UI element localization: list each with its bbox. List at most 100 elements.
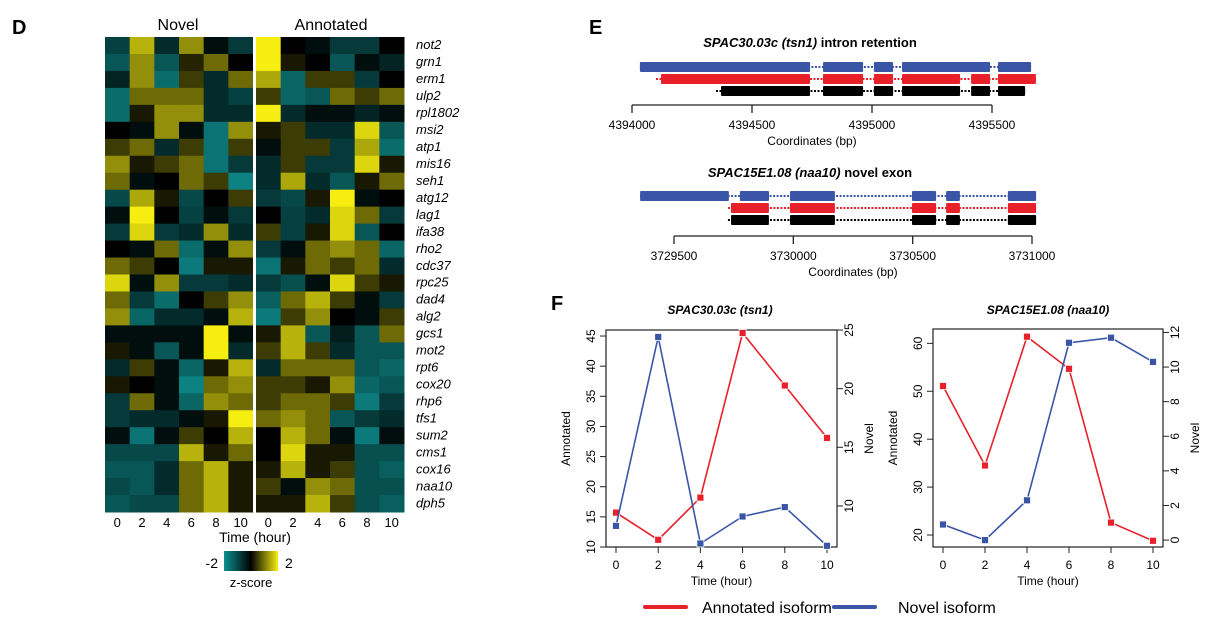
exon-block	[1007, 215, 1037, 225]
heatmap-gene-label: mis16	[416, 156, 451, 171]
heatmap-cell	[354, 478, 380, 496]
heatmap-cell	[203, 342, 229, 360]
heatmap-cell	[330, 274, 356, 292]
heatmap-gene-label: cox16	[416, 461, 451, 476]
heatmap-cell	[354, 223, 380, 242]
heatmap-cell	[179, 87, 205, 106]
heatmap-cell	[354, 206, 380, 225]
heatmap-gene-label: cdc37	[416, 258, 451, 273]
heatmap-cell	[305, 104, 331, 123]
heatmap-cell	[154, 325, 180, 343]
heatmap-cell	[228, 308, 254, 326]
heatmap-cell	[228, 291, 254, 309]
heatmap-gene-labels: not2 grn1 erm1 ulp2 rpl1802 msi2 atp1 mis16 seh1…	[416, 37, 460, 510]
heatmap-cell	[228, 223, 254, 242]
heatmap-cell	[379, 461, 405, 479]
x-tick-label: 6	[1066, 558, 1073, 572]
heatmap-cell	[154, 121, 180, 140]
x-tick-label: 0	[613, 558, 620, 572]
heatmap-cell	[379, 206, 405, 225]
y-left-axis-label: Annotated	[559, 411, 573, 466]
heatmap-cell	[379, 274, 405, 292]
heatmap-cell	[154, 206, 180, 225]
x-tick-label: 8	[781, 558, 788, 572]
heatmap-cell	[105, 427, 131, 445]
heatmap-group-label-annotated: Annotated	[295, 17, 368, 34]
gene-track-tsn1: SPAC30.03c (tsn1) intron retention 43940…	[609, 35, 1036, 148]
heatmap-cell	[105, 138, 131, 157]
line-chart-tsn1: SPAC30.03c (tsn1) 0 2 4 6 8 10 Time (hour) 10 15…	[559, 303, 876, 588]
heatmap-gene-label: sum2	[416, 427, 449, 442]
exon-block	[731, 203, 769, 213]
heatmap-cell	[203, 376, 229, 394]
heatmap-cell	[228, 121, 254, 140]
heatmap-cell	[354, 444, 380, 462]
heatmap-cell	[305, 87, 331, 106]
heatmap-cell	[280, 223, 306, 242]
heatmap-cell	[280, 495, 306, 513]
data-point-annotated-isoform	[1107, 518, 1115, 527]
heatmap-cell	[129, 478, 155, 496]
exon-block	[1007, 203, 1037, 213]
heatmap-cell	[305, 291, 331, 309]
heatmap-cell	[330, 325, 356, 343]
heatmap-cell	[280, 325, 306, 343]
y-left-tick-label: 45	[584, 329, 598, 343]
y-right-axis-label: Novel	[1188, 423, 1202, 454]
heatmap-cell	[305, 121, 331, 140]
heatmap-cell	[280, 444, 306, 462]
heatmap-cell	[129, 206, 155, 225]
track-tick-label: 4394500	[729, 118, 776, 132]
exon-block	[912, 203, 937, 213]
heatmap-cell	[280, 206, 306, 225]
heatmap-group-label-novel: Novel	[158, 17, 199, 34]
heatmap-cell	[256, 410, 282, 428]
heatmap-cell	[228, 240, 254, 259]
exon-block	[739, 191, 769, 201]
heatmap-cell	[154, 393, 180, 411]
heatmap-cell	[305, 189, 331, 208]
heatmap-cell	[379, 495, 405, 513]
heatmap-cell	[379, 393, 405, 411]
heatmap-cell	[154, 342, 180, 360]
exon-block	[823, 62, 864, 72]
track2-title: SPAC15E1.08 (naa10) novel exon	[708, 165, 912, 180]
heatmap-cell	[256, 121, 282, 140]
heatmap-cell	[203, 495, 229, 513]
heatmap-cell	[305, 325, 331, 343]
heatmap-cell	[305, 461, 331, 479]
heatmap-cell	[228, 427, 254, 445]
heatmap-cell	[129, 291, 155, 309]
heatmap-cell	[203, 291, 229, 309]
heatmap-cell	[129, 121, 155, 140]
y-right-tick-label: 25	[842, 323, 856, 337]
heatmap-cell	[330, 257, 356, 275]
heatmap-cell	[129, 87, 155, 106]
y-right-axis-label: Novel	[862, 423, 876, 454]
data-point-annotated-isoform	[654, 535, 663, 544]
heatmap-cell	[280, 37, 306, 55]
heatmap-cell	[105, 393, 131, 411]
heatmap-cell	[203, 478, 229, 496]
heatmap-cell	[305, 70, 331, 89]
heatmap-cell	[354, 427, 380, 445]
data-point-annotated-isoform	[1023, 332, 1031, 341]
gene-track-naa10: SPAC15E1.08 (naa10) novel exon 3729500 37…	[640, 165, 1056, 279]
heatmap-cell	[228, 138, 254, 157]
heatmap-cell	[154, 359, 180, 377]
data-point-annotated-isoform	[823, 433, 831, 442]
heatmap-cell	[256, 495, 282, 513]
heatmap-cell	[105, 189, 131, 208]
heatmap-cell	[129, 223, 155, 242]
heatmap-cell	[330, 342, 356, 360]
heatmap-x-tick: 2	[289, 515, 296, 530]
heatmap-cell	[305, 410, 331, 428]
x-tick-label: 8	[1108, 558, 1115, 572]
heatmap-cell	[280, 172, 306, 191]
heatmap-gene-label: rpc25	[416, 275, 449, 290]
heatmap-cell	[154, 376, 180, 394]
x-tick-label: 2	[655, 558, 662, 572]
heatmap-cell	[105, 495, 131, 513]
x-tick-label: 10	[820, 558, 834, 572]
